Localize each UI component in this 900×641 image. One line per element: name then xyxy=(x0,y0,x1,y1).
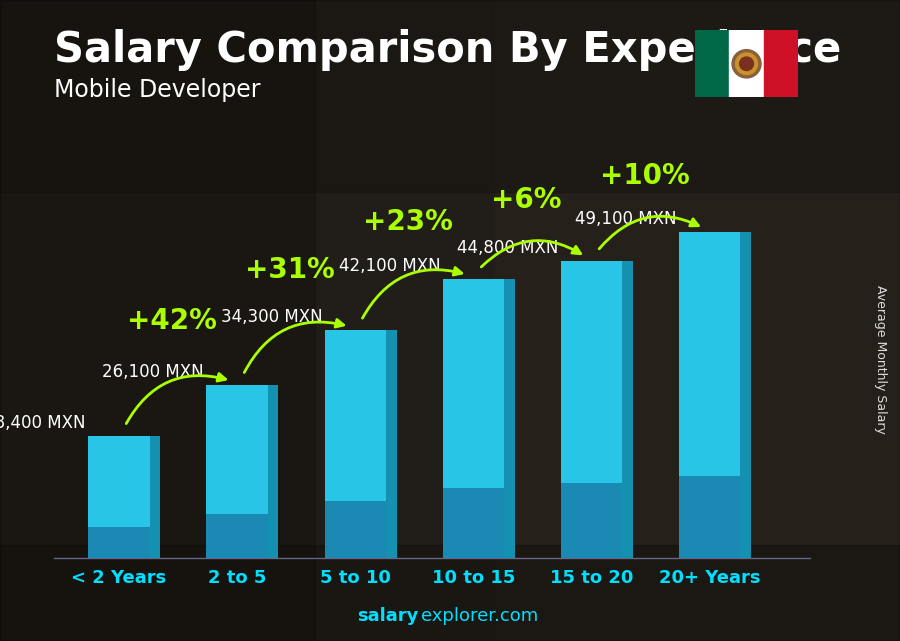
Bar xyxy=(0,545,900,641)
Bar xyxy=(206,385,268,558)
FancyArrowPatch shape xyxy=(363,267,462,318)
Polygon shape xyxy=(268,385,278,558)
FancyArrowPatch shape xyxy=(244,319,344,372)
Bar xyxy=(679,476,741,558)
Bar xyxy=(764,30,798,97)
Text: +31%: +31% xyxy=(246,256,335,284)
Polygon shape xyxy=(149,436,160,558)
FancyArrowPatch shape xyxy=(482,240,580,267)
Text: 18,400 MXN: 18,400 MXN xyxy=(0,414,86,432)
Bar xyxy=(695,30,729,97)
Text: explorer.com: explorer.com xyxy=(421,607,538,625)
Bar xyxy=(88,527,149,558)
Bar xyxy=(443,488,504,558)
Bar xyxy=(495,0,900,641)
Text: 44,800 MXN: 44,800 MXN xyxy=(457,238,558,257)
Circle shape xyxy=(735,53,758,74)
Bar xyxy=(561,261,622,558)
Bar xyxy=(88,436,149,558)
Text: 42,100 MXN: 42,100 MXN xyxy=(338,256,440,274)
FancyArrowPatch shape xyxy=(126,374,226,424)
Text: Salary Comparison By Experience: Salary Comparison By Experience xyxy=(54,29,842,71)
Text: Average Monthly Salary: Average Monthly Salary xyxy=(874,285,886,433)
Circle shape xyxy=(732,49,761,78)
Text: +6%: +6% xyxy=(491,187,562,215)
Bar xyxy=(325,330,386,558)
Text: +23%: +23% xyxy=(364,208,454,236)
Bar xyxy=(729,30,764,97)
Text: salary: salary xyxy=(357,607,418,625)
Polygon shape xyxy=(622,261,633,558)
Bar xyxy=(325,501,386,558)
Bar xyxy=(443,278,504,558)
Circle shape xyxy=(740,57,753,71)
Polygon shape xyxy=(386,330,397,558)
Text: +42%: +42% xyxy=(127,306,217,335)
Bar xyxy=(561,483,622,558)
Bar xyxy=(206,514,268,558)
Text: 49,100 MXN: 49,100 MXN xyxy=(575,210,677,228)
Text: Mobile Developer: Mobile Developer xyxy=(54,78,260,102)
Text: +10%: +10% xyxy=(599,162,689,190)
Text: 26,100 MXN: 26,100 MXN xyxy=(103,363,204,381)
Bar xyxy=(0,0,315,641)
FancyArrowPatch shape xyxy=(599,216,698,249)
Polygon shape xyxy=(504,278,515,558)
Text: 34,300 MXN: 34,300 MXN xyxy=(220,308,322,326)
Bar xyxy=(0,0,900,192)
Bar xyxy=(679,232,741,558)
Polygon shape xyxy=(741,232,751,558)
